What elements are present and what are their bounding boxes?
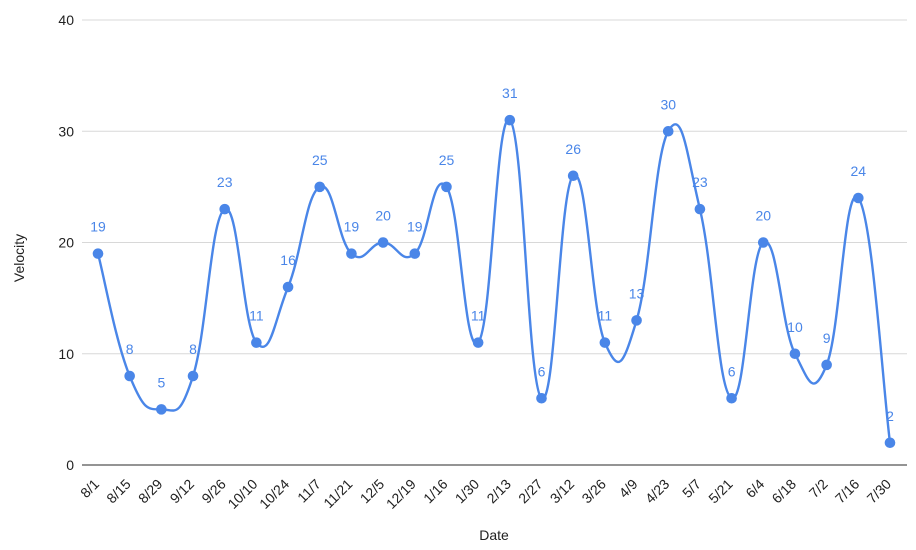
data-point	[377, 237, 389, 248]
data-label: 8	[189, 341, 197, 357]
x-tick-label: 2/27	[515, 476, 546, 507]
data-point	[441, 181, 452, 193]
data-label: 25	[439, 152, 455, 168]
y-tick-label: 10	[58, 346, 74, 362]
x-axis-title: Date	[479, 527, 509, 543]
y-axis-title: Velocity	[11, 234, 27, 282]
data-label: 11	[598, 308, 613, 324]
grid-layer	[82, 19, 907, 355]
data-label: 6	[538, 363, 546, 379]
data-label: 24	[851, 163, 867, 179]
series-line	[96, 118, 892, 444]
data-point	[92, 248, 104, 259]
data-label: 10	[787, 319, 803, 335]
x-tick-label: 3/12	[547, 476, 578, 507]
data-point	[251, 337, 262, 348]
x-tick-label: 8/15	[103, 476, 134, 507]
data-label: 19	[90, 219, 106, 235]
x-tick-label: 5/7	[679, 476, 704, 501]
data-label: 8	[126, 341, 134, 357]
data-label: 9	[823, 330, 831, 346]
x-tick-label: 7/2	[806, 476, 831, 501]
x-tick-label: 10/24	[256, 476, 292, 512]
data-point	[567, 170, 579, 182]
data-point	[789, 348, 801, 360]
data-point	[472, 337, 484, 348]
x-tick-label: 5/21	[705, 476, 736, 507]
y-tick-label: 30	[58, 123, 74, 139]
x-tick-label: 7/30	[864, 476, 895, 507]
data-label: 19	[407, 219, 423, 235]
data-label: 11	[249, 308, 264, 324]
data-point	[757, 237, 769, 248]
data-label: 31	[502, 85, 518, 101]
x-tick-label: 3/26	[578, 476, 609, 507]
data-point	[631, 315, 642, 326]
x-tick-label: 7/16	[832, 476, 863, 507]
data-label: 30	[660, 96, 676, 112]
y-tick-label: 40	[58, 12, 74, 28]
data-label: 6	[728, 363, 736, 379]
data-point	[536, 392, 547, 404]
data-label: 19	[344, 219, 360, 235]
line-layer	[96, 118, 892, 444]
data-point	[346, 248, 357, 259]
y-tick-label: 20	[58, 235, 74, 251]
x-tick-label: 6/18	[768, 476, 799, 507]
data-label: 25	[312, 152, 328, 168]
data-point	[156, 404, 167, 415]
data-label: 23	[692, 174, 708, 190]
data-point	[187, 370, 199, 382]
data-label: 23	[217, 174, 233, 190]
data-point	[409, 248, 421, 259]
x-tick-label: 4/23	[642, 476, 673, 507]
data-point	[884, 437, 896, 449]
data-point	[853, 192, 864, 204]
data-label-layer: 19 8 5 8 23 11 16 25 19 20 19 25 11 31 6 26 11 13 30 23 6 20 1…	[90, 85, 894, 424]
data-point	[124, 370, 135, 382]
data-point	[314, 181, 326, 193]
x-tick-label: 1/16	[420, 476, 451, 507]
point-layer	[92, 114, 896, 449]
x-tick-label: 8/29	[135, 476, 166, 507]
data-label: 20	[375, 208, 391, 224]
data-label: 11	[471, 308, 486, 324]
data-point	[282, 281, 294, 293]
data-label: 2	[886, 408, 894, 424]
data-point	[694, 203, 706, 215]
x-tick-label: 10/10	[224, 476, 260, 512]
data-point	[599, 337, 611, 348]
data-label: 13	[629, 285, 645, 301]
x-tick-label: 11/7	[294, 476, 324, 506]
y-tick-label: 0	[66, 457, 74, 473]
data-point	[219, 203, 231, 215]
data-label: 20	[755, 208, 771, 224]
x-tick-label: 2/13	[483, 476, 514, 507]
x-tick-label: 8/1	[77, 476, 102, 501]
x-tick-label: 9/12	[167, 476, 198, 507]
x-tick-label: 6/4	[742, 476, 767, 501]
data-point	[504, 114, 516, 126]
data-label: 26	[565, 141, 581, 157]
x-tick-label: 1/30	[452, 476, 483, 507]
x-tick-label: 12/19	[383, 476, 419, 512]
x-tick-label: 11/21	[320, 476, 356, 512]
data-label: 5	[157, 374, 165, 390]
data-label: 16	[280, 252, 296, 268]
x-tick-label: 4/9	[616, 476, 641, 501]
data-point	[662, 125, 674, 137]
data-point	[726, 392, 737, 404]
data-point	[821, 359, 832, 371]
